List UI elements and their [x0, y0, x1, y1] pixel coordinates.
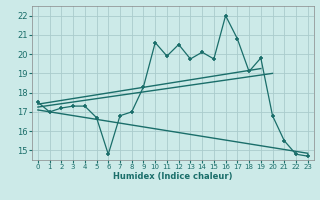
X-axis label: Humidex (Indice chaleur): Humidex (Indice chaleur) [113, 172, 233, 181]
